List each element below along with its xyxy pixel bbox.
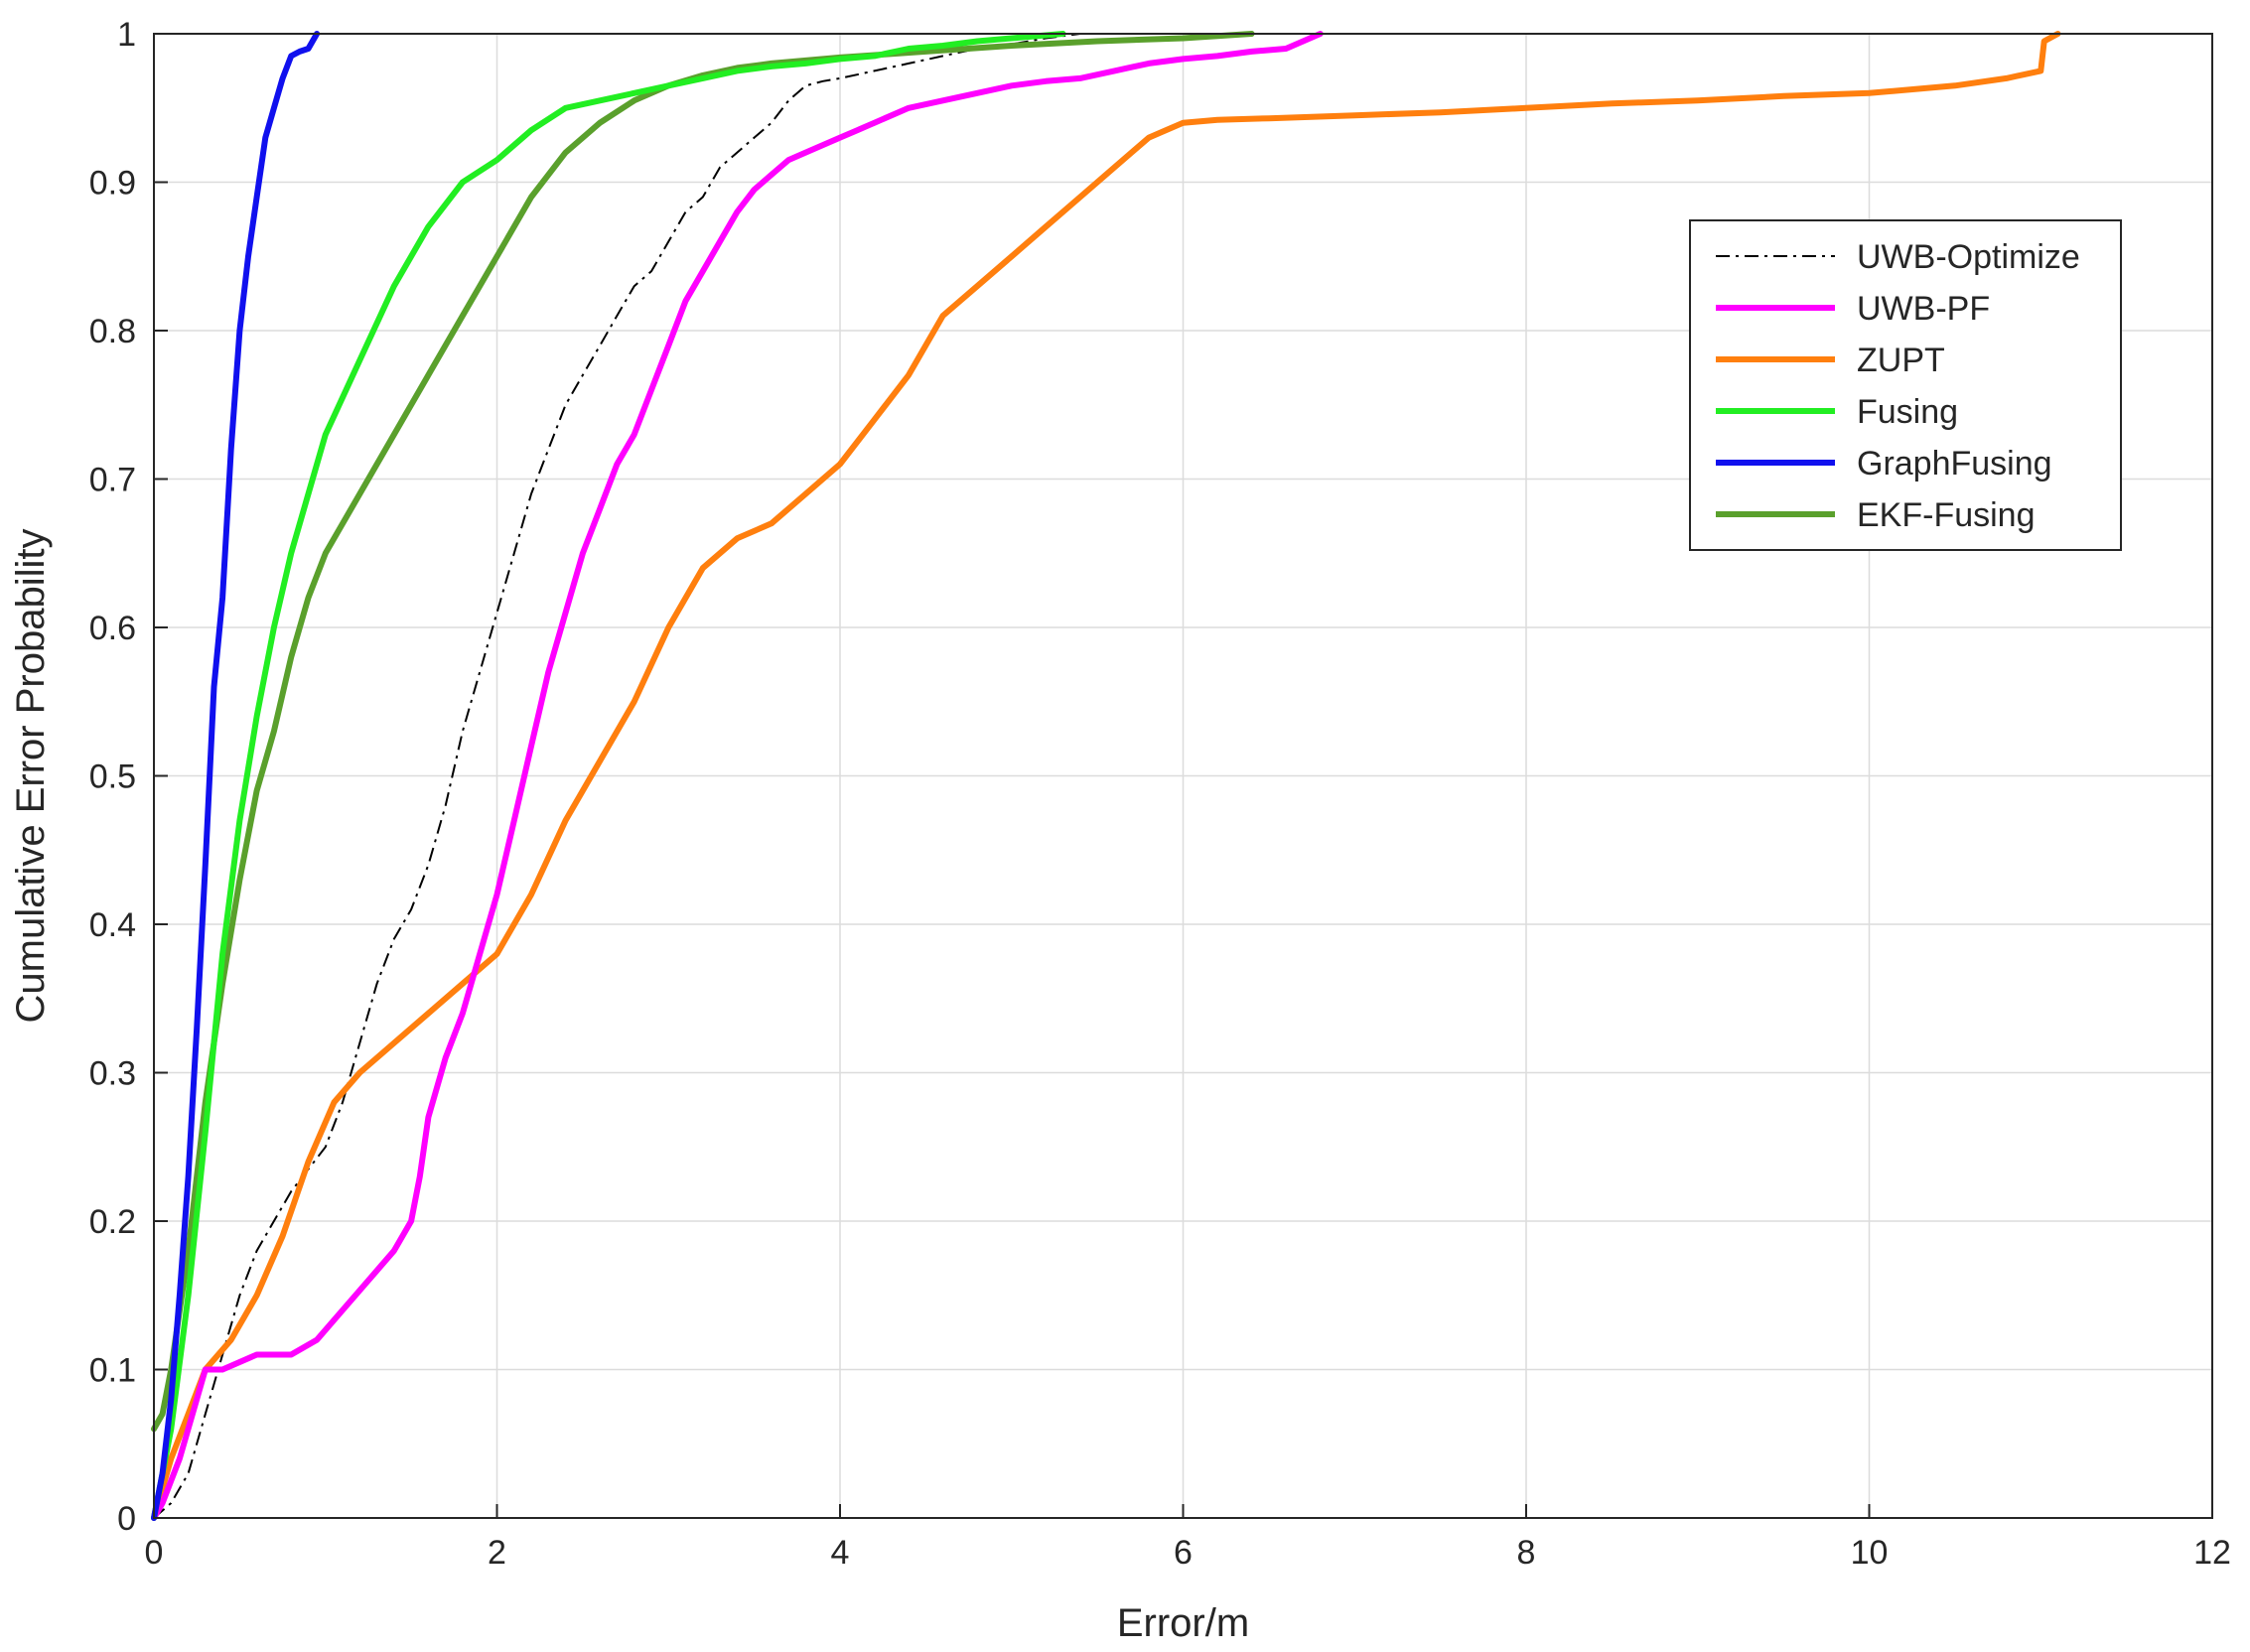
y-tick-label: 0.2 [89,1203,136,1241]
legend-items: UWB-Optimize UWB-PF ZUPT Fusing GraphFusing E… [1716,238,2080,534]
legend-item: ZUPT [1716,342,1945,379]
series-line-fusing [151,31,1066,1521]
x-tick-label: 6 [1174,1534,1193,1572]
y-tick-label: 0.1 [89,1352,136,1390]
series-line-uwb-pf [151,31,1324,1521]
legend: UWB-Optimize UWB-PF ZUPT Fusing GraphFusing E… [1689,219,2122,551]
legend-label: UWB-Optimize [1857,238,2080,276]
y-tick-label: 0.6 [89,610,136,647]
legend-label: EKF-Fusing [1857,496,2036,534]
y-tick-label: 0.7 [89,462,136,499]
legend-item: GraphFusing [1716,445,2052,482]
series-lines [151,31,2061,1521]
y-axis-tick-labels: 0 0.1 0.2 0.3 0.4 0.5 0.6 0.7 0.8 0.9 1 [89,16,136,1538]
legend-label: ZUPT [1857,342,1945,379]
legend-item: UWB-Optimize [1716,238,2080,276]
legend-box [1689,219,2122,551]
x-tick-label: 2 [488,1534,506,1572]
legend-item: Fusing [1716,393,1958,431]
y-axis-label: Cumulative Error Probability [9,529,53,1024]
x-tick-label: 4 [831,1534,850,1572]
y-tick-label: 0 [117,1500,136,1538]
legend-label: Fusing [1857,393,1958,431]
y-tick-label: 0.3 [89,1055,136,1093]
y-tick-label: 0.5 [89,758,136,796]
legend-label: UWB-PF [1857,290,1990,328]
x-axis-label: Error/m [1117,1601,1249,1645]
x-axis-tick-labels: 0 2 4 6 8 10 12 [145,1534,2231,1572]
x-tick-label: 12 [2193,1534,2231,1572]
y-tick-label: 0.9 [89,165,136,203]
x-tick-label: 8 [1517,1534,1536,1572]
y-tick-label: 0.8 [89,313,136,350]
series-line-zupt [151,31,2061,1521]
x-tick-label: 10 [1851,1534,1889,1572]
legend-item: EKF-Fusing [1716,496,2036,534]
series-line-graphfusing [151,31,321,1521]
x-tick-label: 0 [145,1534,164,1572]
legend-label: GraphFusing [1857,445,2052,482]
y-tick-label: 0.4 [89,906,136,944]
axis-ticks [153,33,2213,1519]
legend-item: UWB-PF [1716,290,1990,328]
y-tick-label: 1 [117,16,136,54]
